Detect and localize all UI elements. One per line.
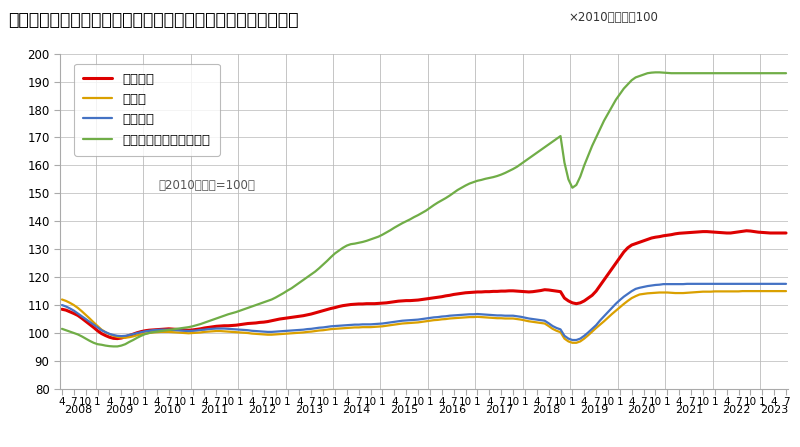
Text: ×2010年平均＝100: ×2010年平均＝100 [568,11,658,24]
住宅総合 [782,230,791,236]
マンション（区分所有） [778,71,787,76]
住宅地 [57,297,66,302]
戸建住宅 [682,281,692,287]
Text: 2011: 2011 [200,405,228,414]
Line: マンション（区分所有）: マンション（区分所有） [62,72,786,346]
Text: ＜不動産価格指数（住宅）（令和５年９月分・季節調整値）＞: ＜不動産価格指数（住宅）（令和５年９月分・季節調整値）＞ [8,11,298,29]
Text: 2019: 2019 [580,405,608,414]
住宅地 [567,340,577,346]
戸建住宅 [390,319,399,325]
マンション（区分所有） [342,243,352,248]
住宅総合 [306,311,316,316]
Text: 2018: 2018 [533,405,561,414]
住宅総合 [342,302,352,308]
住宅地 [302,329,312,334]
Text: 2010: 2010 [153,405,181,414]
戸建住宅 [778,281,787,287]
マンション（区分所有） [782,71,791,76]
Legend: 住宅総合, 住宅地, 戸建住宅, マンション（区分所有）: 住宅総合, 住宅地, 戸建住宅, マンション（区分所有） [74,63,220,156]
住宅総合 [770,230,779,236]
Text: 2021: 2021 [675,405,703,414]
住宅地 [65,300,74,306]
住宅総合 [113,336,122,342]
Text: 2014: 2014 [342,405,371,414]
戸建住宅 [302,326,312,332]
Line: 住宅総合: 住宅総合 [62,231,786,339]
戸建住宅 [338,323,348,328]
マンション（区分所有） [57,326,66,332]
マンション（区分所有） [109,344,118,349]
マンション（区分所有） [650,70,660,75]
住宅総合 [778,230,787,236]
戸建住宅 [567,337,577,343]
Text: （2010年平均=100）: （2010年平均=100） [158,179,255,192]
Text: 2012: 2012 [248,405,276,414]
Text: 2022: 2022 [722,405,750,414]
戸建住宅 [65,306,74,311]
住宅地 [738,288,747,294]
Text: 2020: 2020 [627,405,656,414]
Text: 2016: 2016 [438,405,466,414]
マンション（区分所有） [770,71,779,76]
戸建住宅 [782,281,791,287]
住宅地 [778,288,787,294]
住宅総合 [742,228,751,233]
Line: 住宅地: 住宅地 [62,291,786,343]
戸建住宅 [57,302,66,308]
住宅地 [390,322,399,327]
Text: 2015: 2015 [390,405,418,414]
住宅地 [782,288,791,294]
住宅総合 [57,307,66,312]
マンション（区分所有） [65,329,74,334]
住宅総合 [65,309,74,315]
マンション（区分所有） [394,223,403,228]
Text: 2008: 2008 [64,405,92,414]
Line: 戸建住宅: 戸建住宅 [62,284,786,340]
Text: 2009: 2009 [106,405,134,414]
住宅地 [770,288,779,294]
Text: 2023: 2023 [760,405,788,414]
住宅地 [338,325,348,331]
住宅総合 [394,299,403,304]
Text: 2013: 2013 [295,405,323,414]
Text: 2017: 2017 [485,405,514,414]
戸建住宅 [770,281,779,287]
マンション（区分所有） [306,272,316,277]
